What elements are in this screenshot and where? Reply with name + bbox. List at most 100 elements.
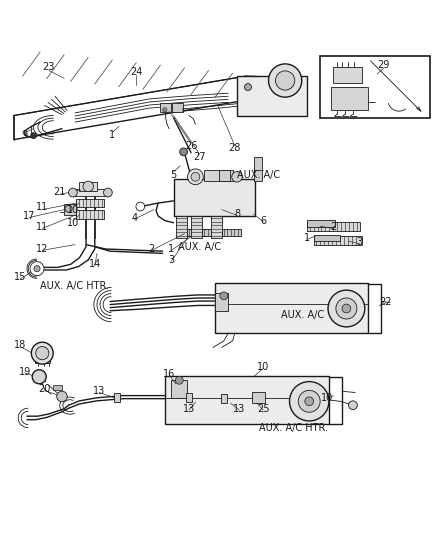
Circle shape: [179, 148, 187, 156]
Circle shape: [275, 71, 294, 90]
Circle shape: [244, 84, 251, 91]
Text: 10: 10: [67, 218, 79, 228]
Text: AUX. A/C: AUX. A/C: [237, 169, 279, 180]
Bar: [79, 182, 97, 191]
Bar: [175, 216, 186, 238]
Circle shape: [65, 205, 72, 212]
Bar: [76, 199, 104, 207]
Text: 29: 29: [377, 60, 389, 70]
Circle shape: [103, 188, 112, 197]
Text: 23: 23: [42, 62, 55, 72]
Bar: [64, 204, 76, 215]
Bar: [171, 380, 186, 398]
Text: 10: 10: [67, 205, 79, 215]
Text: 14: 14: [88, 260, 101, 269]
Bar: [73, 189, 108, 197]
Text: AUX. A/C: AUX. A/C: [177, 242, 221, 252]
Text: 9: 9: [21, 130, 28, 140]
Text: 13: 13: [93, 386, 105, 396]
Circle shape: [191, 172, 199, 181]
Bar: [35, 355, 50, 363]
Bar: [237, 76, 306, 116]
Bar: [172, 103, 183, 111]
Bar: [332, 67, 361, 83]
Circle shape: [32, 370, 46, 384]
Bar: [319, 56, 428, 118]
Circle shape: [289, 382, 328, 421]
Circle shape: [304, 397, 313, 406]
Bar: [330, 87, 367, 110]
Bar: [173, 179, 254, 216]
Bar: [306, 222, 359, 231]
Bar: [210, 216, 221, 238]
Circle shape: [30, 262, 44, 276]
Text: 1: 1: [303, 233, 309, 243]
Text: 24: 24: [130, 67, 142, 77]
Circle shape: [335, 298, 356, 319]
Circle shape: [341, 304, 350, 313]
Bar: [219, 170, 230, 181]
Bar: [113, 392, 120, 402]
Text: 11: 11: [36, 222, 48, 232]
Bar: [221, 229, 241, 236]
Circle shape: [297, 390, 319, 412]
Bar: [186, 229, 206, 236]
Text: 13: 13: [182, 403, 194, 414]
Circle shape: [34, 265, 40, 272]
Bar: [253, 157, 262, 181]
Circle shape: [30, 133, 36, 139]
Text: 16: 16: [162, 369, 175, 379]
Text: AUX. A/C HTR.: AUX. A/C HTR.: [258, 423, 327, 433]
Bar: [215, 293, 228, 311]
Bar: [313, 236, 361, 246]
Circle shape: [35, 346, 49, 360]
Text: 15: 15: [14, 272, 27, 282]
Circle shape: [57, 391, 67, 402]
Bar: [220, 394, 226, 403]
Text: 1: 1: [168, 244, 174, 254]
Text: 11: 11: [36, 203, 48, 213]
Circle shape: [83, 181, 93, 192]
Bar: [160, 103, 171, 111]
Circle shape: [187, 169, 203, 184]
Bar: [313, 235, 339, 241]
Text: 5: 5: [170, 169, 176, 180]
Circle shape: [327, 290, 364, 327]
Text: 13: 13: [233, 403, 245, 414]
Text: 1: 1: [109, 130, 115, 140]
Bar: [306, 220, 335, 227]
Text: 21: 21: [53, 187, 66, 197]
Text: 20: 20: [38, 384, 50, 394]
Text: 27: 27: [193, 152, 205, 162]
Bar: [76, 211, 104, 219]
Circle shape: [219, 292, 227, 300]
Text: 6: 6: [260, 215, 266, 225]
Text: 3: 3: [356, 237, 362, 247]
Text: 3: 3: [168, 255, 174, 265]
Text: 25: 25: [256, 403, 269, 414]
Text: AUX. A/C HTR.: AUX. A/C HTR.: [40, 281, 109, 291]
Bar: [252, 392, 265, 403]
Bar: [204, 170, 232, 181]
Circle shape: [68, 188, 77, 197]
Bar: [53, 385, 62, 390]
Circle shape: [231, 172, 242, 182]
Text: 12: 12: [36, 244, 48, 254]
Circle shape: [268, 64, 301, 97]
Bar: [201, 229, 221, 236]
Text: 2: 2: [148, 244, 155, 254]
Text: 10: 10: [257, 362, 269, 372]
Text: 4: 4: [131, 213, 137, 223]
Circle shape: [348, 401, 357, 409]
Circle shape: [175, 376, 183, 384]
Text: 18: 18: [14, 340, 26, 350]
Bar: [215, 282, 367, 333]
Bar: [33, 375, 45, 381]
Bar: [185, 392, 191, 402]
Bar: [191, 216, 201, 238]
Text: 8: 8: [233, 209, 240, 219]
Text: 17: 17: [23, 211, 35, 221]
Circle shape: [162, 108, 166, 112]
Text: AUX. A/C: AUX. A/C: [280, 310, 323, 320]
Text: 19: 19: [18, 367, 31, 376]
